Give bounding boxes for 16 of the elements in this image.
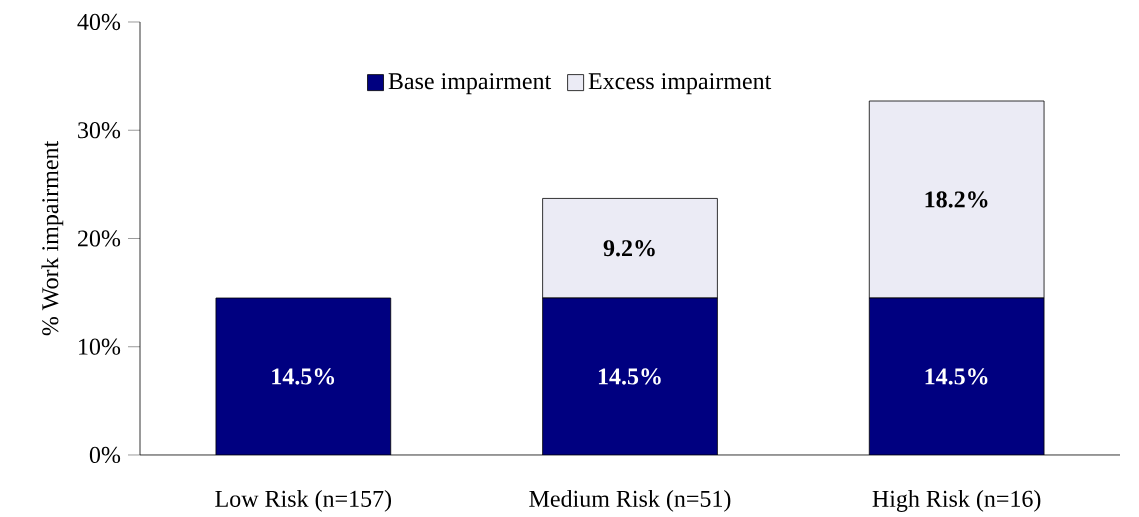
data-label: 14.5% xyxy=(925,368,988,385)
x-tick-label: High Risk (n=16) xyxy=(872,490,1041,512)
x-tick-label: Medium Risk (n=51) xyxy=(529,490,731,512)
legend-label: Excess impairment xyxy=(588,73,772,95)
y-axis-title: % Work impairment xyxy=(41,140,64,336)
data-label: 14.5% xyxy=(598,368,661,385)
x-tick-label: Low Risk (n=157) xyxy=(215,490,392,512)
y-tick-label: 40% xyxy=(77,13,121,31)
data-label: 14.5% xyxy=(272,368,335,385)
data-label: 18.2% xyxy=(925,191,988,208)
y-tick-label: 0% xyxy=(89,446,121,464)
y-tick-label: 20% xyxy=(78,230,121,247)
y-tick-label: 30% xyxy=(78,122,121,139)
y-tick-label: 10% xyxy=(79,338,121,355)
legend-label: Base impairment xyxy=(388,73,552,95)
data-label: 9.2% xyxy=(603,240,655,257)
